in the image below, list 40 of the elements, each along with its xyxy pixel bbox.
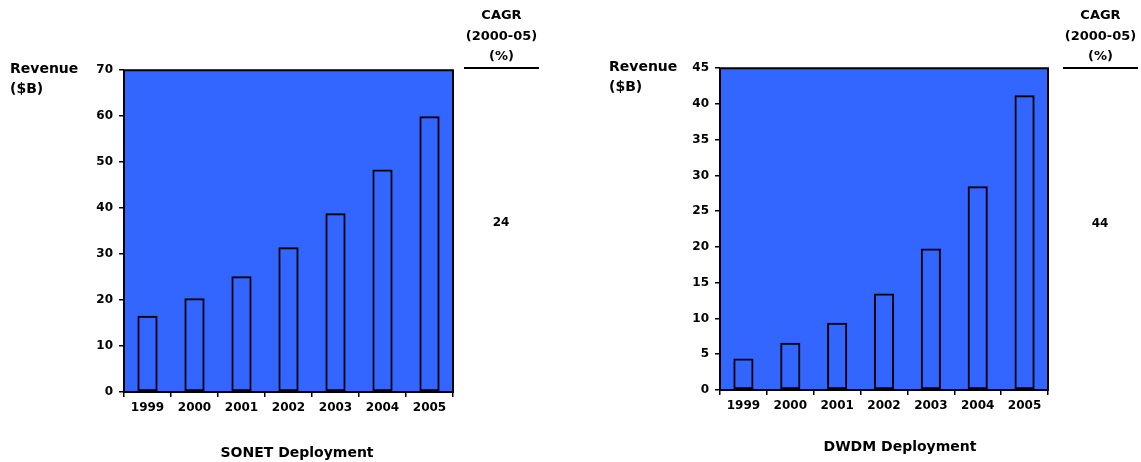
y-tick-label: 25 (692, 203, 709, 218)
y-tick-label: 40 (96, 200, 113, 215)
y-tick-label: 20 (692, 239, 709, 254)
x-axis-title: DWDM Deployment (822, 437, 978, 455)
text: 24 (491, 214, 511, 230)
y-tick-label: 30 (96, 246, 113, 261)
x-tick-label: 2005 (1007, 398, 1042, 413)
x-tick-label: 2004 (365, 400, 400, 415)
x-tick-label: 2002 (271, 400, 306, 415)
x-tick-label: 2000 (773, 398, 807, 413)
text: CAGR (2000-05) (%) (464, 5, 539, 69)
x-tick-label: 1999 (130, 400, 165, 415)
x-tick-label: 2003 (914, 398, 948, 413)
x-tick-label: 2001 (224, 400, 259, 415)
y-tick-label: 50 (96, 154, 113, 169)
x-tick-label: 2002 (867, 398, 901, 413)
y-tick-label: 35 (692, 131, 709, 146)
text: 44 (1090, 215, 1110, 231)
y-tick-label: 45 (692, 60, 709, 75)
y-tick-label: 30 (692, 167, 709, 182)
x-tick-label: 2000 (177, 400, 212, 415)
y-axis-title: Revenue ($B) (609, 57, 679, 96)
y-tick-label: 15 (692, 274, 709, 289)
x-tick-label: 1999 (726, 398, 761, 413)
y-tick-label: 10 (692, 310, 709, 325)
x-tick-label: 2003 (318, 400, 353, 415)
x-tick-label: 2005 (412, 400, 447, 415)
x-tick-label: 2001 (820, 398, 854, 413)
y-tick-label: 0 (700, 382, 709, 397)
y-tick-label: 10 (96, 338, 113, 353)
x-axis-title: SONET Deployment (219, 443, 375, 461)
y-tick-label: 20 (96, 292, 113, 307)
y-tick-label: 70 (96, 62, 113, 77)
y-tick-label: 5 (700, 346, 709, 361)
y-tick-label: 40 (692, 96, 709, 111)
y-tick-label: 0 (104, 384, 113, 399)
y-tick-label: 60 (96, 108, 113, 123)
x-tick-label: 2004 (961, 398, 995, 413)
y-axis-title: Revenue ($B) (10, 59, 80, 98)
text: CAGR (2000-05) (%) (1063, 5, 1138, 69)
